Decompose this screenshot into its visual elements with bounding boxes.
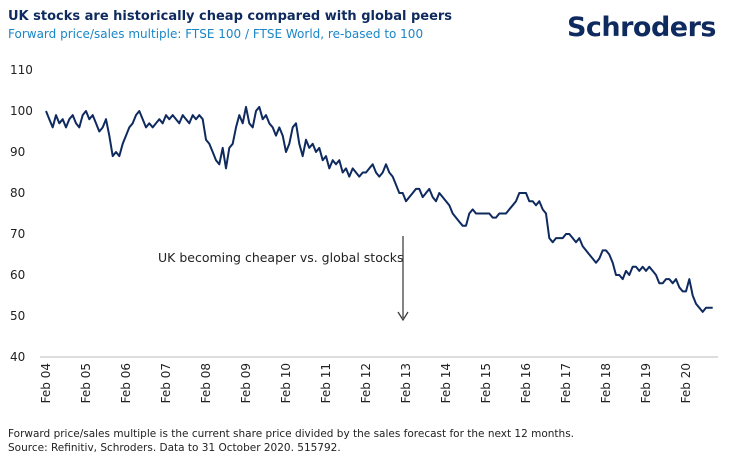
y-tick-label: 50 (10, 309, 25, 323)
x-tick-label: Feb 18 (599, 363, 613, 403)
x-tick-label: Feb 06 (119, 363, 133, 403)
x-tick-label: Feb 08 (199, 363, 213, 403)
line (45, 105, 713, 313)
x-tick-label: Feb 16 (519, 363, 533, 403)
footnote: Forward price/sales multiple is the curr… (8, 428, 574, 440)
chart-subtitle: Forward price/sales multiple: FTSE 100 /… (8, 27, 423, 41)
y-tick-label: 60 (10, 268, 25, 282)
y-tick-label: 100 (10, 104, 33, 118)
annotation: UK becoming cheaper vs. global stocks (158, 250, 403, 265)
y-tick-label: 110 (10, 63, 33, 77)
x-tick-label: Feb 14 (439, 363, 453, 403)
x-tick-label: Feb 07 (159, 363, 173, 403)
arrow-head (397, 311, 409, 322)
x-tick-label: Feb 19 (639, 363, 653, 403)
x-tick-label: Feb 20 (679, 363, 693, 403)
x-tick-label: Feb 12 (359, 363, 373, 403)
x-tick-label: Feb 04 (39, 363, 53, 403)
x-tick-label: Feb 09 (239, 363, 253, 403)
logo: Schroders (567, 12, 716, 43)
footnote: Source: Refinitiv, Schroders. Data to 31… (8, 442, 341, 454)
x-tick-label: Feb 05 (79, 363, 93, 403)
x-tick-label: Feb 13 (399, 363, 413, 403)
y-tick-label: 40 (10, 350, 25, 364)
x-tick-label: Feb 15 (479, 363, 493, 403)
y-tick-label: 70 (10, 227, 25, 241)
chart-title: UK stocks are historically cheap compare… (8, 9, 452, 24)
y-tick-label: 80 (10, 186, 25, 200)
x-tick-label: Feb 10 (279, 363, 293, 403)
x-tick-label: Feb 17 (559, 363, 573, 403)
y-tick-label: 90 (10, 145, 25, 159)
x-tick-label: Feb 11 (319, 363, 333, 403)
